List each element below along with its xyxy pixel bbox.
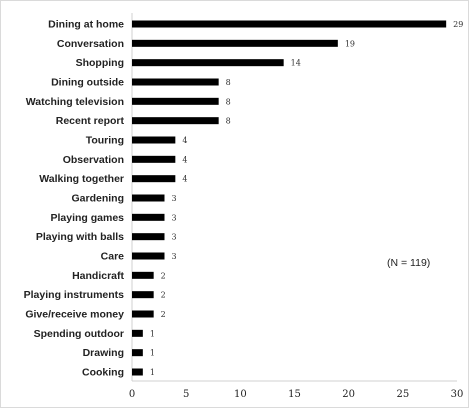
value-label: 8 [226,117,231,126]
category-label: Recent report [56,115,125,127]
bar [132,291,154,299]
bar [132,39,338,47]
value-label: 4 [182,155,187,164]
x-tick-label: 25 [396,389,409,400]
x-tick-label: 20 [342,389,355,400]
bar [132,368,143,376]
value-label: 19 [345,39,355,48]
x-tick-label: 10 [234,389,247,400]
value-label: 3 [172,194,177,203]
value-label: 8 [226,97,231,106]
bar [132,233,165,241]
category-label: Shopping [76,57,124,69]
category-label: Observation [63,154,124,166]
bar [132,20,447,28]
value-label: 1 [150,349,155,358]
value-label: 1 [150,368,155,377]
category-label: Watching television [26,96,124,108]
category-label: Playing instruments [24,289,125,301]
bar [132,310,154,318]
value-label: 1 [150,329,155,338]
bar [132,271,154,279]
category-label: Walking together [39,173,124,185]
value-label: 2 [161,271,166,280]
value-label: 14 [291,59,301,68]
bar [132,349,143,357]
value-label: 8 [226,78,231,87]
category-label: Dining outside [51,77,124,89]
value-label: 3 [172,233,177,242]
value-label: 4 [182,175,187,184]
category-label: Playing with balls [36,231,124,243]
bar [132,194,165,202]
bar [132,155,176,163]
value-label: 29 [453,20,463,29]
bar [132,117,219,125]
bar [132,329,143,337]
bar [132,78,219,86]
bar [132,175,176,183]
category-label: Cooking [82,367,124,379]
category-label: Dining at home [48,19,124,31]
bar [132,252,165,260]
x-tick-label: 0 [129,389,135,400]
category-label: Conversation [57,38,124,50]
value-label: 2 [161,310,166,319]
category-label: Care [101,251,125,263]
x-tick-label: 30 [451,389,464,400]
value-label: 2 [161,291,166,300]
bar [132,136,176,144]
sample-size-annotation: (N = 119) [387,257,431,269]
category-label: Give/receive money [25,309,124,321]
x-tick-label: 5 [183,389,189,400]
value-label: 3 [172,213,177,222]
bar [132,213,165,221]
category-label: Drawing [83,347,124,359]
category-label: Playing games [50,212,124,224]
bar [132,97,219,105]
category-label: Spending outdoor [34,328,124,340]
category-label: Gardening [71,193,124,205]
value-label: 4 [182,136,187,145]
x-tick-label: 15 [288,389,301,400]
category-label: Handicraft [72,270,124,282]
bar [132,59,284,67]
value-label: 3 [172,252,177,261]
category-label: Touring [86,135,124,147]
